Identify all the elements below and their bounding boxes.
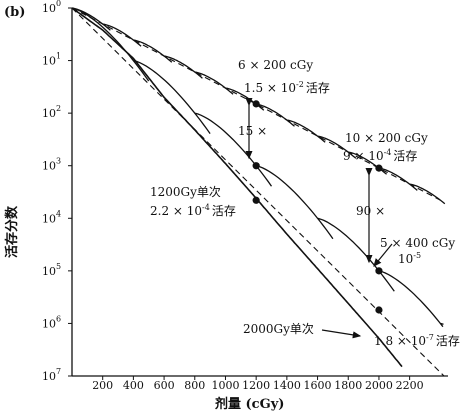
annotation-five-fractions-survival: 10-5 bbox=[398, 251, 421, 266]
annotation-ten-fractions-survival: 9 × 10-4 活存 bbox=[343, 148, 417, 163]
y-tick-label: 104 bbox=[42, 209, 61, 225]
single-dose-curve bbox=[71, 7, 403, 368]
fraction-dashed-5x bbox=[71, 7, 445, 377]
data-points bbox=[252, 100, 383, 314]
x-axis-label: 剂量 (cGy) bbox=[214, 396, 284, 412]
y-tick-label: 101 bbox=[42, 52, 61, 68]
y-tick-label: 105 bbox=[42, 262, 61, 278]
marked-point bbox=[252, 196, 260, 204]
x-tick-label: 1200 bbox=[242, 379, 270, 392]
y-axis-label: 活存分数 bbox=[4, 205, 20, 258]
callout-five-fraction-arrow bbox=[373, 243, 393, 267]
y-tick-label: 106 bbox=[42, 314, 61, 330]
x-tick-label: 2200 bbox=[396, 379, 424, 392]
marked-point bbox=[375, 164, 383, 172]
annotation-six-fractions-title: 6 × 200 cGy bbox=[238, 58, 313, 72]
x-tick-label: 200 bbox=[92, 379, 113, 392]
fraction-curve-5x bbox=[71, 7, 444, 328]
fraction-curve-10x bbox=[71, 7, 446, 205]
annotation-single-1200-title: 1200Gy单次 bbox=[150, 185, 221, 199]
y-tick-label: 103 bbox=[42, 157, 61, 173]
annotation-five-fractions-title: 5 × 400 cGy bbox=[380, 236, 455, 250]
marked-point bbox=[252, 162, 260, 170]
x-tick-label: 2000 bbox=[365, 379, 393, 392]
annotation-single-2000-title: 2000Gy单次 bbox=[243, 322, 314, 336]
x-tick-label: 800 bbox=[184, 379, 205, 392]
marked-point bbox=[375, 306, 383, 314]
panel-label: (b) bbox=[4, 5, 25, 20]
annotation-six-fractions-survival: 1.5 × 10-2 活存 bbox=[244, 80, 330, 95]
x-tick-label: 400 bbox=[123, 379, 144, 392]
annotation-ratio-15: 15 × bbox=[238, 124, 267, 138]
y-tick-label: 100 bbox=[42, 0, 61, 15]
y-tick-label: 102 bbox=[42, 104, 61, 120]
x-tick-label: 1400 bbox=[273, 379, 301, 392]
annotation-ratio-90: 90 × bbox=[356, 204, 385, 218]
x-tick-label: 600 bbox=[154, 379, 175, 392]
curves bbox=[71, 7, 446, 377]
axes: 200 400 600 800 1000 1200 1400 1600 1800 2000 2200… bbox=[42, 0, 448, 392]
y-tick-label: 107 bbox=[42, 367, 61, 383]
x-tick-label: 1000 bbox=[211, 379, 239, 392]
annotation-single-2000-survival: 1.8 × 10-7 活存 bbox=[374, 333, 460, 348]
x-tick-label: 1800 bbox=[334, 379, 362, 392]
annotation-ten-fractions-title: 10 × 200 cGy bbox=[345, 131, 428, 145]
marked-point bbox=[252, 100, 260, 108]
annotation-single-1200-survival: 2.2 × 10-4 活存 bbox=[150, 203, 236, 218]
marked-point bbox=[375, 267, 383, 275]
x-tick-label: 1600 bbox=[304, 379, 332, 392]
callout-2000-arrow bbox=[321, 329, 362, 339]
